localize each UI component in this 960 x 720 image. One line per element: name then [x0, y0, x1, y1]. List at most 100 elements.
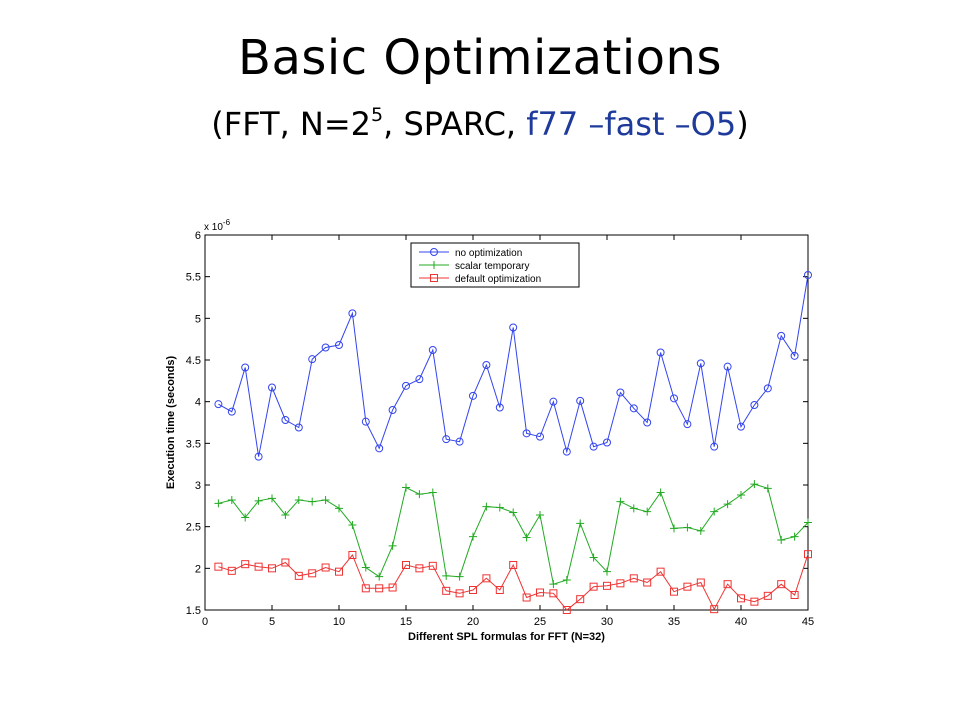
legend-swatch-marker — [430, 248, 438, 256]
data-point — [683, 420, 692, 429]
x-tick-label: 20 — [467, 616, 479, 628]
data-point — [670, 524, 678, 533]
data-point — [656, 567, 665, 576]
data-point — [737, 594, 745, 603]
data-point — [589, 442, 598, 451]
data-point — [455, 572, 464, 581]
series-default-optimization — [214, 550, 812, 614]
data-point — [375, 572, 384, 581]
data-point — [509, 323, 518, 332]
data-point — [790, 591, 799, 599]
data-point — [227, 407, 236, 416]
data-point — [603, 567, 611, 576]
data-point — [321, 563, 330, 572]
data-point — [804, 518, 812, 527]
data-point — [348, 551, 357, 559]
data-point — [469, 586, 477, 594]
data-point — [415, 490, 424, 499]
legend-label: scalar temporary — [455, 261, 529, 272]
subtitle-mid: , SPARC, — [383, 105, 527, 143]
data-point — [522, 533, 531, 542]
data-point — [643, 578, 652, 587]
data-point — [509, 561, 518, 569]
data-point — [495, 503, 504, 512]
data-point — [536, 432, 544, 441]
legend-swatch-marker — [430, 261, 438, 269]
data-point — [469, 532, 477, 541]
data-point — [777, 331, 786, 340]
data-point — [723, 580, 732, 589]
data-point — [442, 586, 451, 595]
data-point — [750, 480, 759, 489]
data-point — [723, 500, 732, 509]
data-point — [214, 400, 223, 409]
data-point — [415, 375, 424, 384]
data-point — [723, 362, 732, 371]
data-point — [281, 558, 290, 567]
data-point — [603, 581, 611, 590]
data-point — [589, 553, 598, 562]
data-point — [710, 507, 719, 516]
data-point — [562, 447, 571, 456]
data-point — [696, 359, 705, 368]
y-tick-label: 5.5 — [186, 272, 201, 284]
data-point — [428, 346, 437, 354]
data-point — [214, 499, 223, 508]
data-point — [442, 435, 451, 444]
y-axis-label: Execution time (seconds) — [165, 356, 177, 490]
data-point — [670, 587, 678, 596]
data-point — [495, 586, 504, 594]
data-point — [576, 519, 585, 528]
data-point — [348, 521, 357, 529]
data-point — [616, 497, 625, 506]
legend: no optimization scalar temporary default o… — [410, 242, 580, 288]
y-tick-label: 3.5 — [186, 438, 201, 450]
data-point — [227, 566, 236, 575]
data-point — [321, 496, 330, 504]
data-point — [254, 452, 263, 461]
data-point — [375, 444, 384, 453]
legend-swatch-marker — [430, 274, 438, 282]
x-tick-label: 45 — [802, 616, 814, 628]
data-point — [643, 507, 652, 516]
data-point — [335, 567, 343, 576]
data-point — [482, 574, 491, 583]
data-point — [804, 550, 812, 559]
data-point — [522, 429, 531, 438]
y-tick-label: 4.5 — [186, 355, 201, 367]
data-point — [321, 343, 330, 352]
data-point — [469, 391, 477, 400]
data-point — [589, 582, 598, 591]
subtitle-close: ) — [736, 105, 749, 143]
x-tick-label: 40 — [735, 616, 747, 628]
data-point — [241, 363, 250, 372]
data-point — [683, 582, 692, 591]
data-point — [737, 422, 745, 431]
x-tick-label: 25 — [534, 616, 546, 628]
data-point — [281, 511, 290, 519]
data-point — [603, 438, 611, 447]
data-point — [509, 508, 518, 517]
data-point — [656, 488, 665, 497]
data-point — [549, 397, 558, 406]
y-tick-label: 2.5 — [186, 522, 201, 534]
y-tick-label: 6 — [195, 230, 201, 242]
data-point — [750, 401, 759, 409]
data-point — [576, 595, 585, 604]
data-point — [308, 497, 317, 506]
series-no-optimization — [214, 271, 812, 461]
data-point — [361, 584, 370, 593]
data-point — [268, 564, 276, 573]
data-point — [696, 578, 705, 587]
data-point — [402, 483, 410, 492]
legend-label: default optimization — [455, 274, 541, 285]
data-point — [375, 584, 384, 593]
x-tick-label: 0 — [202, 616, 208, 628]
data-point — [763, 591, 772, 600]
data-point — [348, 309, 357, 318]
data-point — [268, 494, 276, 503]
data-point — [388, 583, 397, 592]
data-point — [683, 523, 692, 532]
data-point — [294, 423, 303, 432]
data-point — [442, 571, 451, 580]
